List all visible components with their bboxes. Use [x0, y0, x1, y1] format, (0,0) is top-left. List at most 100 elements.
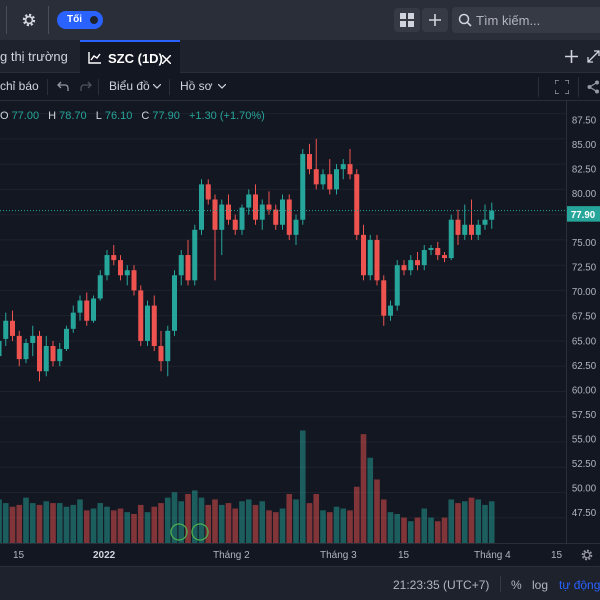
- high-label: H: [48, 110, 57, 122]
- time-tick: Tháng 3: [320, 550, 357, 561]
- event-marker-icon[interactable]: [191, 523, 209, 541]
- volume-bar: [428, 517, 434, 543]
- tab-bar: g thị trường SZC (1D): [0, 40, 600, 73]
- candle-body: [232, 219, 238, 230]
- time-tick: 2022: [93, 550, 116, 561]
- plus-icon: [429, 14, 441, 26]
- indicators-button[interactable]: chỉ báo: [0, 79, 39, 93]
- candle-body: [57, 349, 63, 362]
- volume-bar: [90, 508, 97, 543]
- volume-bar: [414, 517, 421, 543]
- event-marker-icon[interactable]: [170, 523, 188, 541]
- redo-icon[interactable]: [80, 81, 92, 92]
- candle-body: [327, 174, 333, 190]
- volume-bar: [212, 499, 218, 543]
- volume-bar: [286, 494, 293, 543]
- candle-body: [219, 204, 225, 230]
- volume-bar: [468, 497, 475, 543]
- candle-body: [30, 335, 36, 343]
- toolbar-separator: [48, 6, 49, 34]
- candle-body: [367, 239, 373, 276]
- volume-bar: [326, 512, 333, 543]
- chevron-down-icon: [153, 84, 161, 89]
- time-axis[interactable]: 15 2022 Tháng 2 Tháng 3 15 Tháng 4 15: [0, 543, 600, 565]
- undo-icon[interactable]: [57, 81, 69, 92]
- toolbar-separator: [47, 79, 48, 95]
- chart-type-button[interactable]: Biểu đồ: [109, 79, 150, 93]
- candle-body: [408, 260, 414, 271]
- volume-bar: [151, 506, 158, 543]
- volume-bar: [23, 497, 29, 543]
- candle-body: [104, 255, 110, 276]
- price-tick: 62.50: [572, 361, 597, 372]
- candle-body: [286, 199, 292, 235]
- tab-szc[interactable]: SZC (1D): [80, 40, 180, 73]
- fullscreen-icon[interactable]: [555, 80, 569, 94]
- share-icon[interactable]: [587, 80, 600, 94]
- ohlc-legend: O 77.00 H 78.70 L 76.10 C 77.90 +1.30 (+1.70…: [0, 110, 268, 122]
- candle-body: [10, 320, 15, 336]
- toolbar-separator: [6, 6, 7, 34]
- volume-bar: [347, 510, 353, 543]
- volume-bar: [36, 504, 43, 543]
- price-tick: 80.00: [572, 189, 597, 200]
- candle-body: [354, 174, 360, 235]
- candle-body: [381, 280, 387, 316]
- volume-bar: [117, 508, 124, 543]
- candle-body: [185, 255, 191, 281]
- expand-icon[interactable]: [587, 50, 600, 63]
- candle-body: [374, 239, 380, 281]
- volume-bar: [171, 492, 178, 543]
- candle-body: [199, 184, 204, 230]
- candle-body: [300, 154, 306, 220]
- volume-bar: [313, 494, 320, 543]
- profile-button[interactable]: Hồ sơ: [180, 79, 213, 93]
- volume-bar: [380, 499, 387, 543]
- volume-bar: [245, 499, 252, 543]
- low-label: L: [95, 110, 102, 122]
- volume-bar: [387, 512, 394, 543]
- candle-body: [77, 300, 83, 313]
- price-axis[interactable]: 87.5085.0082.5080.0077.5075.0072.5070.00…: [566, 101, 600, 543]
- toolbar-separator: [538, 77, 539, 97]
- close-label: C: [141, 110, 150, 122]
- auto-scale-button[interactable]: tự động: [559, 578, 600, 592]
- add-button[interactable]: [422, 8, 448, 32]
- search-input[interactable]: Tìm kiếm...: [452, 7, 600, 33]
- volume-bar: [185, 494, 191, 543]
- volume-bar: [239, 501, 245, 543]
- tab-market[interactable]: g thị trường: [0, 40, 74, 73]
- candle-body: [70, 312, 76, 329]
- volume-bar: [448, 499, 455, 543]
- price-tick: 65.00: [572, 336, 597, 347]
- layout-grid-button[interactable]: [394, 8, 420, 32]
- candle-body: [313, 169, 319, 185]
- candle-body: [448, 219, 454, 259]
- candle-body: [246, 194, 252, 208]
- candle-body: [361, 234, 366, 276]
- volume-bar: [306, 503, 313, 543]
- time-tick: Tháng 2: [213, 550, 250, 561]
- candlestick-chart[interactable]: [0, 101, 600, 543]
- theme-toggle[interactable]: Tối: [57, 11, 103, 29]
- candle-body: [442, 255, 447, 259]
- settings-gear-icon[interactable]: [18, 10, 40, 30]
- volume-bar: [333, 506, 340, 543]
- volume-bar: [158, 503, 164, 543]
- candle-body: [91, 298, 96, 321]
- candle-body: [151, 305, 157, 346]
- axis-settings-gear-icon[interactable]: [580, 548, 594, 562]
- clock-time: 21:23:35 (UTC+7): [393, 578, 490, 592]
- price-tick: 57.50: [572, 410, 597, 421]
- candle-body: [178, 255, 184, 276]
- close-icon[interactable]: [162, 55, 171, 64]
- volume-bar: [455, 503, 461, 543]
- volume-bar: [124, 512, 131, 543]
- log-scale-button[interactable]: log: [532, 578, 549, 592]
- candle-body: [273, 209, 279, 225]
- plus-icon[interactable]: [565, 50, 578, 63]
- volume-bar: [198, 497, 205, 543]
- volume-bar: [218, 504, 225, 543]
- candle-body: [415, 260, 420, 266]
- percent-scale-button[interactable]: %: [511, 578, 522, 592]
